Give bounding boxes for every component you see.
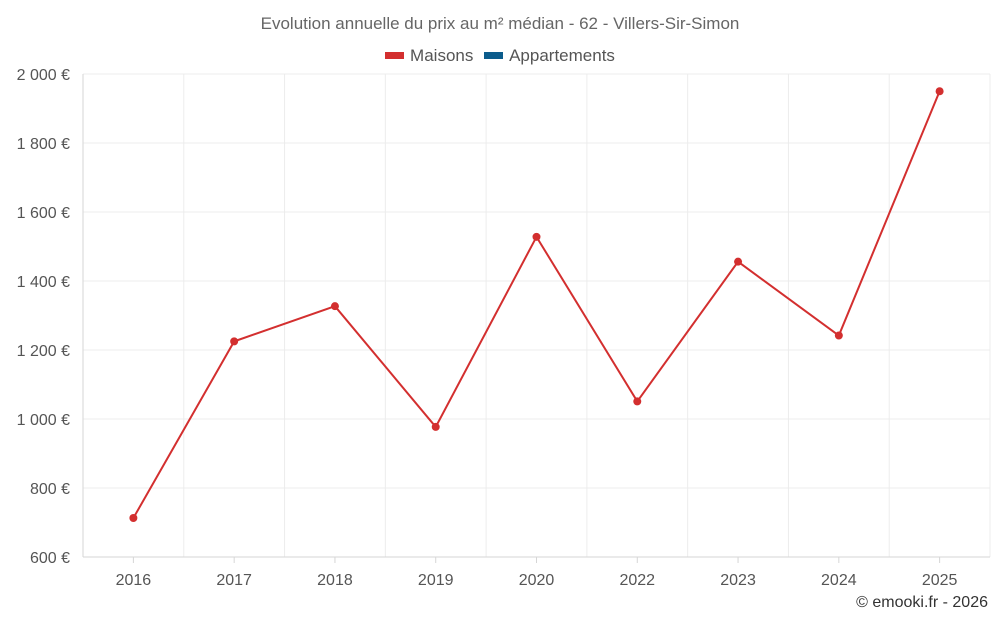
legend-item-appartements[interactable]: Appartements — [484, 46, 615, 66]
y-tick-label-800: 800 € — [30, 481, 70, 498]
x-tick-label-2023: 2023 — [720, 572, 756, 589]
x-tick-label-2022: 2022 — [619, 572, 655, 589]
grid — [83, 73, 991, 557]
legend-swatch-appartements — [484, 52, 504, 59]
data-point-2025 — [935, 87, 944, 96]
legend-item-maisons[interactable]: Maisons — [385, 46, 473, 66]
y-tick-label-2000: 2 000 € — [17, 67, 70, 84]
x-tick-label-2020: 2020 — [519, 572, 555, 589]
y-tick-label-1800: 1 800 € — [17, 136, 70, 153]
data-point-2016 — [129, 514, 138, 523]
x-tick-label-2017: 2017 — [216, 572, 252, 589]
series-line-maisons — [132, 90, 941, 519]
series-maisons — [129, 87, 944, 523]
data-point-2023 — [734, 257, 743, 266]
data-point-2022 — [633, 397, 642, 406]
x-tick-label-2016: 2016 — [116, 572, 152, 589]
legend: Maisons Appartements — [0, 44, 1000, 66]
legend-swatch-maisons — [385, 52, 405, 59]
x-tick-label-2024: 2024 — [821, 572, 857, 589]
axes: 600 € 800 € 1 000 € 1 200 € 1 400 € 1 600 € 1 … — [17, 67, 990, 589]
data-point-2018 — [330, 302, 339, 311]
y-tick-label-1000: 1 000 € — [17, 412, 70, 429]
x-tick-label-2019: 2019 — [418, 572, 454, 589]
chart-title: Evolution annuelle du prix au m² médian … — [260, 14, 740, 33]
legend-label-maisons: Maisons — [410, 45, 474, 65]
x-tick-label-2018: 2018 — [317, 572, 353, 589]
data-point-2024 — [834, 331, 843, 340]
y-tick-label-1400: 1 400 € — [17, 274, 70, 291]
credit-text: © emooki.fr - 2026 — [856, 594, 988, 611]
x-tick-label-2025: 2025 — [922, 572, 958, 589]
data-point-2019 — [431, 422, 440, 431]
y-tick-label-1600: 1 600 € — [17, 205, 70, 222]
y-tick-label-600: 600 € — [30, 550, 70, 567]
data-point-2020 — [532, 232, 541, 241]
legend-label-appartements: Appartements — [509, 45, 615, 65]
data-point-2017 — [230, 337, 239, 346]
y-tick-label-1200: 1 200 € — [17, 343, 70, 360]
